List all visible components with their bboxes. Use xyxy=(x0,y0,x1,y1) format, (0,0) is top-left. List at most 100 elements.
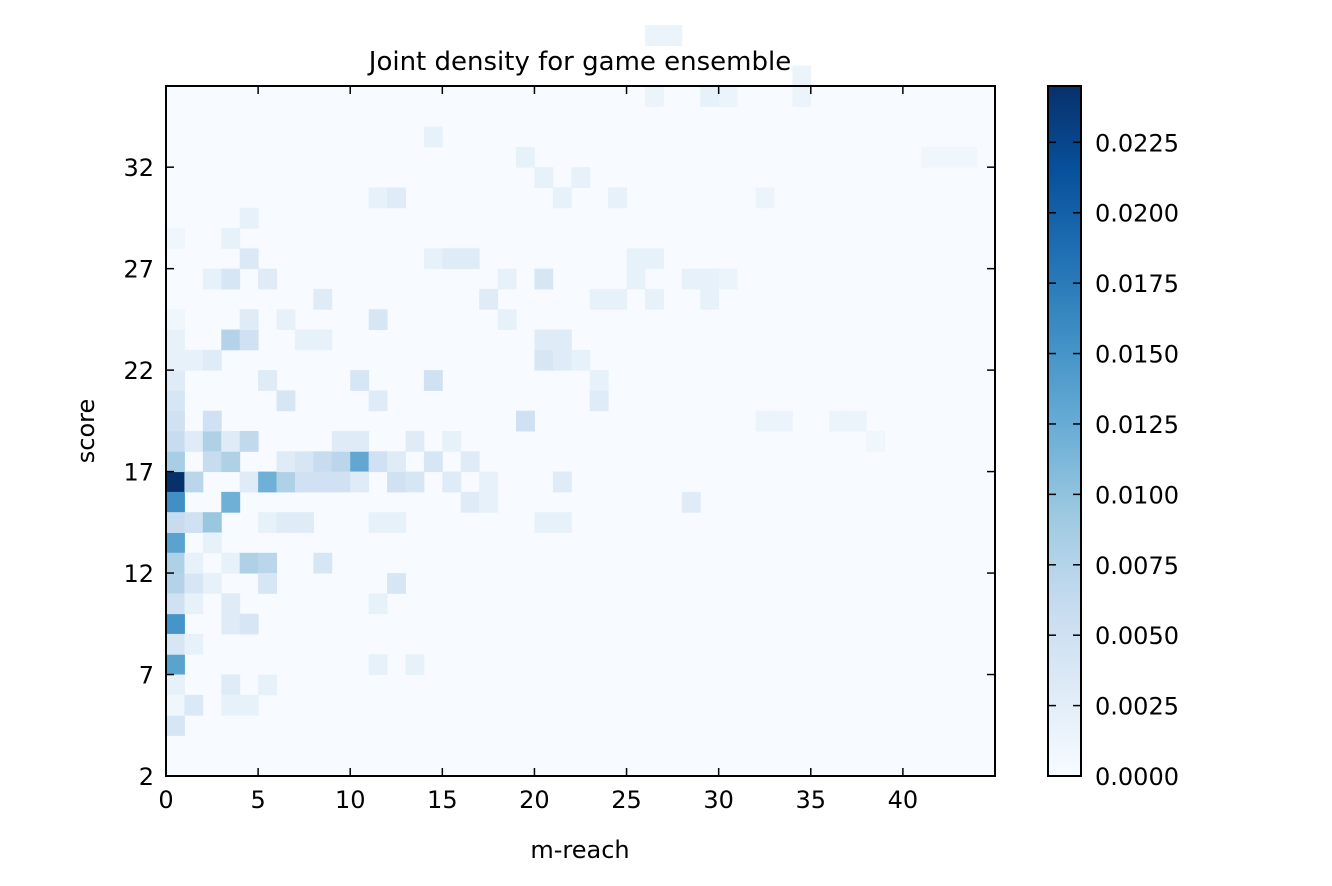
heatmap-cell xyxy=(552,349,572,371)
heatmap-cell xyxy=(258,370,278,391)
heatmap-cell xyxy=(552,329,572,351)
heatmap-cell xyxy=(221,451,241,473)
heatmap-cell xyxy=(350,431,370,452)
heatmap-cell xyxy=(166,674,185,696)
heatmap-cell xyxy=(294,329,314,351)
colorbar-tick-label: 0.0025 xyxy=(1095,693,1179,721)
heatmap-cell xyxy=(313,451,333,473)
heatmap-cell xyxy=(166,491,185,513)
heatmap-cell xyxy=(534,329,554,351)
colorbar-tick-label: 0.0150 xyxy=(1095,341,1179,369)
heatmap-cell xyxy=(350,451,370,473)
heatmap-cell xyxy=(331,451,351,473)
heatmap-cell xyxy=(184,349,204,371)
heatmap-cell xyxy=(166,593,185,615)
heatmap-cell xyxy=(166,410,185,432)
heatmap-cell xyxy=(221,329,241,351)
y-tick-label: 22 xyxy=(123,357,154,385)
heatmap-cell xyxy=(755,187,775,209)
heatmap-cell xyxy=(423,370,443,391)
heatmap-cell xyxy=(221,268,241,290)
y-tick-label: 32 xyxy=(123,154,154,182)
heatmap-cell xyxy=(387,451,406,473)
heatmap-cell xyxy=(589,370,609,391)
heatmap-cell xyxy=(221,613,241,635)
colorbar-ticks: 0.0000 0.0025 0.0050 0.0075 0.0100 0.0125 0.01… xyxy=(1048,129,1179,791)
colorbar-tick-label: 0.0125 xyxy=(1095,411,1179,439)
colorbar-tick-label: 0.0225 xyxy=(1095,129,1179,157)
x-tick-label: 10 xyxy=(335,786,366,814)
y-axis-label: score xyxy=(72,399,100,464)
heatmap-cell xyxy=(552,512,572,533)
heatmap-cell xyxy=(202,532,222,554)
heatmap-cell xyxy=(184,633,204,655)
heatmap-cell xyxy=(184,471,204,493)
heatmap-cell xyxy=(423,248,443,270)
heatmap-cell xyxy=(350,370,370,391)
x-tick-label: 5 xyxy=(250,786,265,814)
heatmap-cell xyxy=(534,512,554,533)
heatmap-cell xyxy=(460,451,480,473)
heatmap-cell xyxy=(294,451,314,473)
heatmap-cell xyxy=(258,268,278,290)
heatmap-cell xyxy=(423,126,443,148)
heatmap-cells xyxy=(166,25,978,736)
heatmap-cell xyxy=(958,146,978,168)
heatmap-cell xyxy=(847,410,867,432)
heatmap-cell xyxy=(184,573,204,594)
heatmap-cell xyxy=(166,349,185,371)
heatmap-cell xyxy=(239,248,259,270)
heatmap-cell xyxy=(681,268,701,290)
x-tick-label: 40 xyxy=(888,786,919,814)
colorbar-gradient xyxy=(1048,86,1081,776)
heatmap-cell xyxy=(534,268,554,290)
heatmap-cell xyxy=(294,471,314,493)
heatmap-cell xyxy=(331,431,351,452)
heatmap-cell xyxy=(239,207,259,229)
chart-title: Joint density for game ensemble xyxy=(367,47,791,77)
heatmap-cell xyxy=(552,187,572,209)
heatmap-cell xyxy=(166,370,185,391)
heatmap-cell xyxy=(921,146,941,168)
heatmap-cell xyxy=(681,491,701,513)
heatmap-cell xyxy=(294,512,314,533)
heatmap-cell xyxy=(368,593,388,615)
heatmap-cell xyxy=(313,329,333,351)
heatmap-cell xyxy=(202,431,222,452)
heatmap-cell xyxy=(792,65,812,87)
heatmap-cell xyxy=(773,410,793,432)
heatmap-cell xyxy=(221,694,241,716)
heatmap-cell xyxy=(239,613,259,635)
heatmap-cell xyxy=(387,471,406,493)
heatmap-cell xyxy=(387,573,406,594)
heatmap-cell xyxy=(534,349,554,371)
y-tick-label: 2 xyxy=(139,763,154,791)
heatmap-cell xyxy=(221,491,241,513)
heatmap-cell xyxy=(221,431,241,452)
heatmap-cell xyxy=(718,86,738,107)
heatmap-cell xyxy=(608,288,628,310)
heatmap-cell xyxy=(313,471,333,493)
heatmap-cell xyxy=(700,86,720,107)
heatmap-cell xyxy=(166,715,185,736)
heatmap-cell xyxy=(497,309,517,331)
heatmap-cell xyxy=(368,309,388,331)
heatmap-cell xyxy=(405,431,425,452)
heatmap-cell xyxy=(589,288,609,310)
heatmap-cell xyxy=(387,512,406,533)
heatmap-cell xyxy=(258,471,278,493)
heatmap-cell xyxy=(202,410,222,432)
heatmap-cell xyxy=(644,25,664,46)
heatmap-cell xyxy=(202,349,222,371)
heatmap-cell xyxy=(331,471,351,493)
heatmap-cell xyxy=(829,410,849,432)
y-tick-label: 7 xyxy=(139,662,154,690)
heatmap-cell xyxy=(460,248,480,270)
heatmap-cell xyxy=(166,431,185,452)
colorbar: 0.0000 0.0025 0.0050 0.0075 0.0100 0.0125 0.01… xyxy=(1047,85,1179,791)
heatmap-cell xyxy=(202,268,222,290)
heatmap-cell xyxy=(221,228,241,249)
heatmap-cell xyxy=(442,431,462,452)
